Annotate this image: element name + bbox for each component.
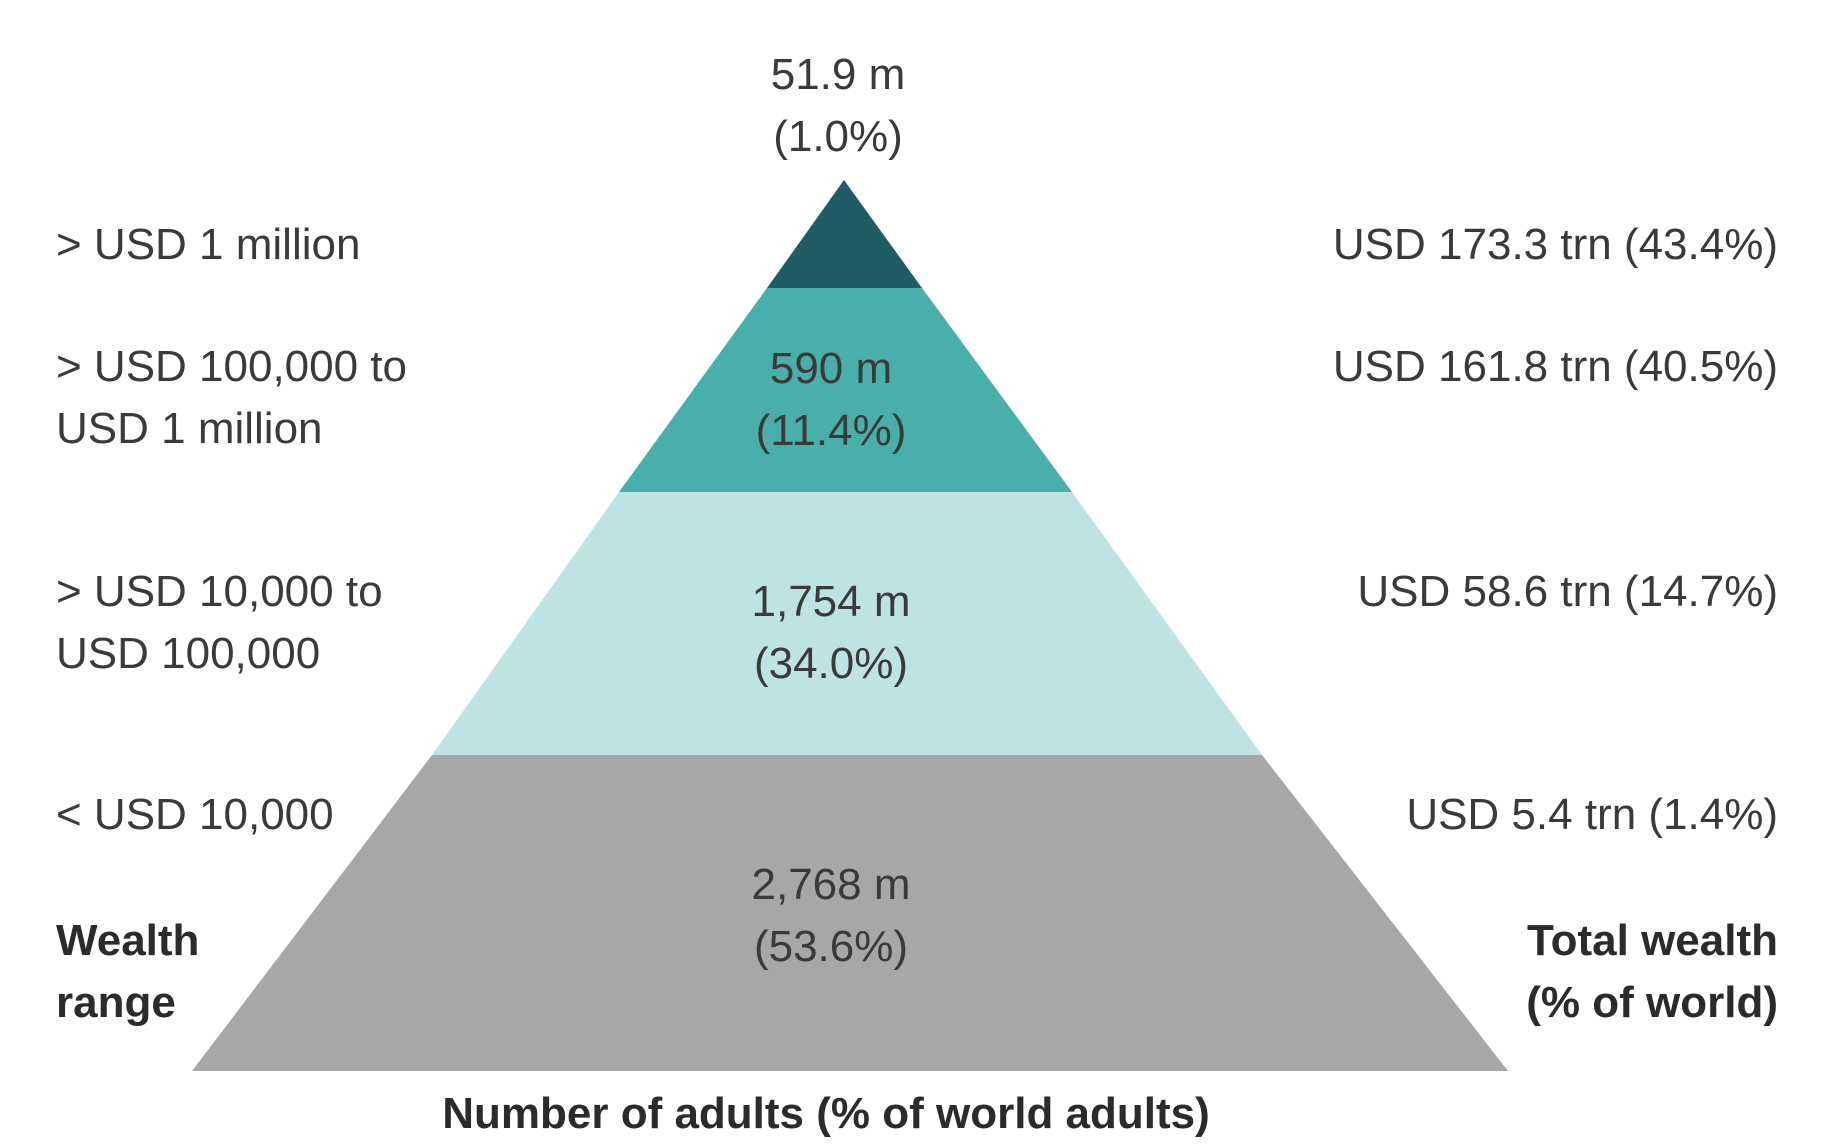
adults-axis-title-text: Number of adults (% of world adults) [442, 1089, 1210, 1138]
wealth-range-heading: Wealth range [56, 910, 199, 1034]
adults-axis-title: Number of adults (% of world adults) [442, 1083, 1210, 1145]
total-wealth-upper-middle: USD 161.8 trn (40.5%) [1333, 336, 1778, 398]
total-wealth-base: USD 5.4 trn (1.4%) [1406, 784, 1778, 846]
pyramid-tier-base [192, 755, 1508, 1071]
total-wealth-heading: Total wealth (% of world) [1526, 910, 1778, 1034]
tier-upper-middle-adults-pct: (11.4%) [755, 406, 907, 455]
wealth-range-upper-middle: > USD 100,000 to USD 1 million [56, 336, 407, 460]
tier-top-adults-label: 51.9 m (1.0%) [771, 44, 906, 168]
pyramid-tier-upper-middle [619, 288, 1072, 492]
wealth-range-top: > USD 1 million [56, 214, 360, 276]
tier-top-adults: 51.9 m [770, 50, 906, 99]
pyramid-tier-top [767, 180, 922, 288]
total-wealth-base-value: USD 5.4 trn (1.4%) [1406, 790, 1778, 839]
total-wealth-upper-middle-value: USD 161.8 trn (40.5%) [1332, 342, 1778, 391]
tier-upper-middle-adults-label: 590 m (11.4%) [756, 338, 907, 462]
wealth-range-heading-line2: range [56, 978, 176, 1027]
total-wealth-heading-line2: (% of world) [1526, 978, 1778, 1027]
wealth-range-middle: > USD 10,000 to USD 100,000 [56, 561, 383, 685]
wealth-range-upper-middle-line1: > USD 100,000 to [56, 342, 408, 391]
wealth-range-top-line1: > USD 1 million [56, 220, 361, 269]
tier-middle-adults-label: 1,754 m (34.0%) [752, 571, 911, 695]
tier-upper-middle-adults: 590 m [769, 344, 893, 393]
tier-base-adults-label: 2,768 m (53.6%) [752, 854, 911, 978]
tier-middle-adults-pct: (34.0%) [753, 639, 909, 688]
total-wealth-top: USD 173.3 trn (43.4%) [1333, 214, 1778, 276]
wealth-range-upper-middle-line2: USD 1 million [56, 404, 323, 453]
tier-middle-adults: 1,754 m [751, 577, 911, 626]
tier-top-adults-pct: (1.0%) [773, 112, 903, 161]
total-wealth-middle: USD 58.6 trn (14.7%) [1357, 561, 1778, 623]
tier-base-adults-pct: (53.6%) [753, 922, 909, 971]
total-wealth-middle-value: USD 58.6 trn (14.7%) [1357, 567, 1778, 616]
wealth-range-base-line1: < USD 10,000 [56, 790, 334, 839]
wealth-range-middle-line2: USD 100,000 [56, 629, 321, 678]
wealth-range-middle-line1: > USD 10,000 to [56, 567, 383, 616]
wealth-range-base: < USD 10,000 [56, 784, 334, 846]
pyramid-tier-middle [432, 492, 1262, 755]
tier-base-adults: 2,768 m [751, 860, 911, 909]
total-wealth-top-value: USD 173.3 trn (43.4%) [1332, 220, 1778, 269]
wealth-range-heading-line1: Wealth [56, 916, 200, 965]
total-wealth-heading-line1: Total wealth [1527, 916, 1778, 965]
